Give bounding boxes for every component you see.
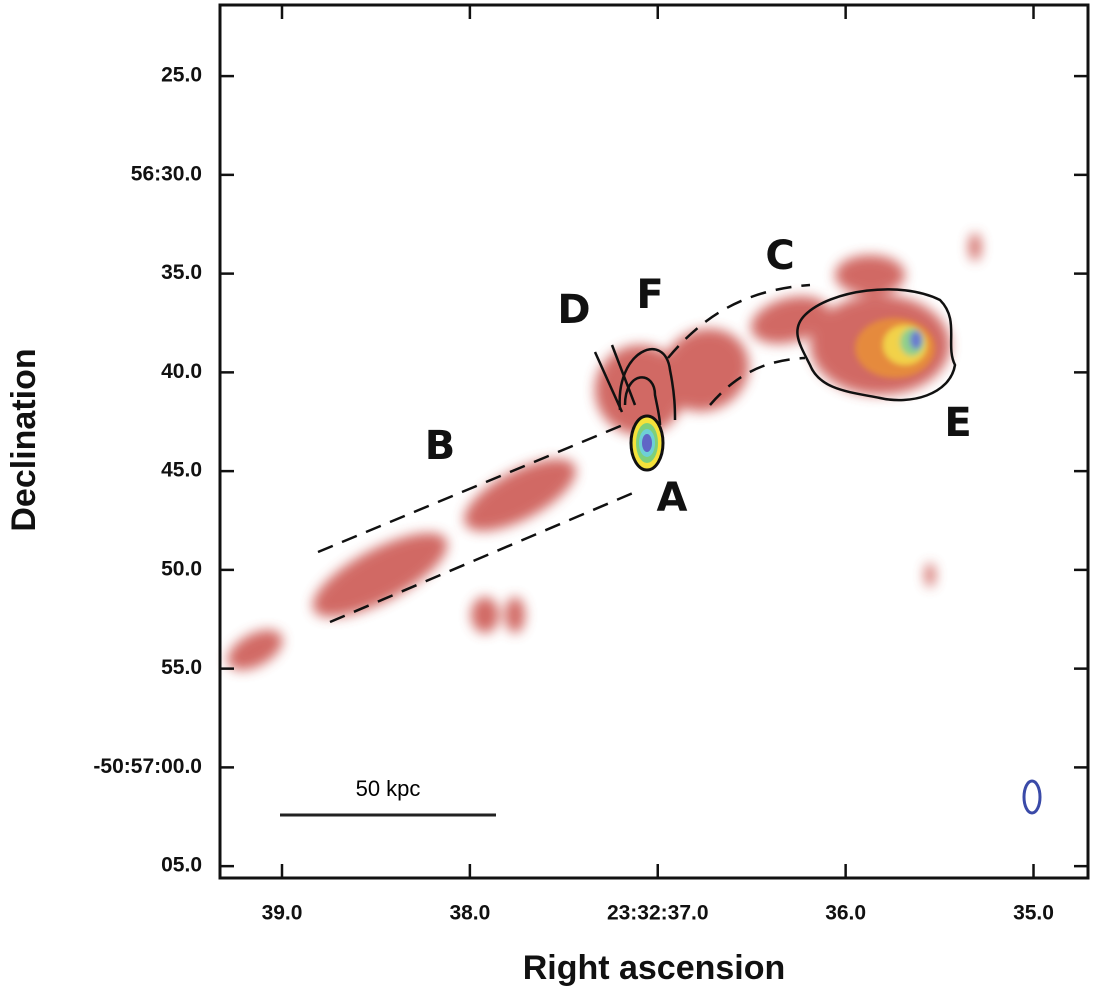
x-tick-label: 39.0 xyxy=(262,902,303,925)
x-tick-label: 38.0 xyxy=(449,902,490,925)
contours xyxy=(593,288,957,426)
x-tick-label: 23:32:37.0 xyxy=(607,902,709,925)
x-tick-label: 35.0 xyxy=(1013,902,1054,925)
y-tick-label: 45.0 xyxy=(161,459,202,482)
y-tick-label: 50.0 xyxy=(161,557,202,580)
region-label: B xyxy=(425,423,456,469)
y-tick-label: 25.0 xyxy=(161,64,202,87)
x-axis-title: Right ascension xyxy=(523,949,786,987)
y-tick-label: 55.0 xyxy=(161,656,202,679)
beam xyxy=(1022,779,1042,815)
x-tick-label: 36.0 xyxy=(825,902,866,925)
radio-emission xyxy=(227,233,981,670)
region-label: D xyxy=(557,287,590,333)
y-tick-label: 56:30.0 xyxy=(131,162,202,185)
region-label: E xyxy=(944,400,971,446)
y-axis-title: Declination xyxy=(5,348,43,531)
region-label: A xyxy=(657,475,688,521)
scale-bar-label: 50 kpc xyxy=(356,776,421,801)
y-tick-label: 05.0 xyxy=(161,854,202,877)
region-label: C xyxy=(765,233,794,279)
plot-frame xyxy=(218,3,1090,880)
y-tick-label: 35.0 xyxy=(161,261,202,284)
y-tick-label: 40.0 xyxy=(161,360,202,383)
y-tick-label: -50:57:00.0 xyxy=(93,755,202,778)
jet-outline xyxy=(317,283,811,624)
region-label: F xyxy=(636,272,663,318)
